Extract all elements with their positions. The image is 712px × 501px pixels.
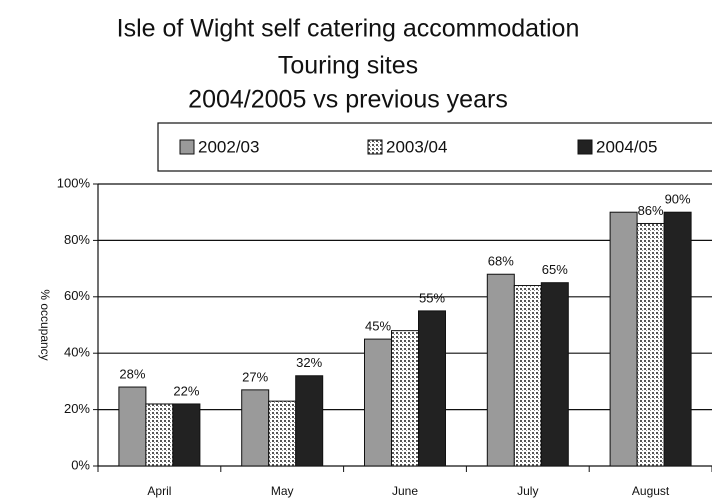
data-label: 65% xyxy=(542,262,568,277)
y-tick-label: 80% xyxy=(64,232,90,247)
y-tick-label: 0% xyxy=(71,457,90,472)
bar xyxy=(540,282,569,467)
x-tick-label: August xyxy=(632,484,670,498)
chart-title: Touring sites xyxy=(278,52,418,80)
x-tick-label: July xyxy=(517,484,538,498)
bar xyxy=(418,310,446,467)
data-label: 27% xyxy=(242,369,268,384)
bar xyxy=(118,386,147,467)
y-axis-label: % occupancy xyxy=(38,289,52,360)
bar xyxy=(636,222,665,467)
bar xyxy=(391,330,419,467)
bar xyxy=(172,403,201,467)
data-label: 28% xyxy=(119,366,145,381)
bar xyxy=(486,273,515,467)
bar xyxy=(241,389,270,467)
y-tick-label: 40% xyxy=(64,345,90,360)
bar xyxy=(268,400,297,467)
data-label: 68% xyxy=(488,254,514,269)
bar xyxy=(295,375,324,467)
bar xyxy=(609,211,638,467)
y-tick-label: 20% xyxy=(64,401,90,416)
legend-swatch xyxy=(179,139,195,155)
legend-swatch xyxy=(577,139,593,155)
y-tick-label: 100% xyxy=(57,175,91,190)
data-label: 32% xyxy=(296,355,322,370)
bar xyxy=(663,211,692,467)
bar xyxy=(513,285,542,467)
x-tick-label: April xyxy=(147,484,171,498)
data-label: 90% xyxy=(665,192,691,207)
chart-title: Isle of Wight self catering accommodatio… xyxy=(117,15,580,43)
legend-label: 2002/03 xyxy=(198,137,259,156)
data-label: 55% xyxy=(419,290,445,305)
legend-label: 2003/04 xyxy=(386,137,447,156)
data-label: 86% xyxy=(638,203,664,218)
legend-label: 2004/05 xyxy=(596,137,657,156)
legend-box xyxy=(157,122,712,172)
data-label: 22% xyxy=(173,383,199,398)
x-tick-label: May xyxy=(271,484,294,498)
x-tick-label: June xyxy=(392,484,418,498)
data-label: 45% xyxy=(365,319,391,334)
y-tick-label: 60% xyxy=(64,288,90,303)
legend-swatch xyxy=(367,139,383,155)
bar xyxy=(145,403,174,467)
chart-title: 2004/2005 vs previous years xyxy=(188,86,508,114)
bar xyxy=(364,338,392,467)
